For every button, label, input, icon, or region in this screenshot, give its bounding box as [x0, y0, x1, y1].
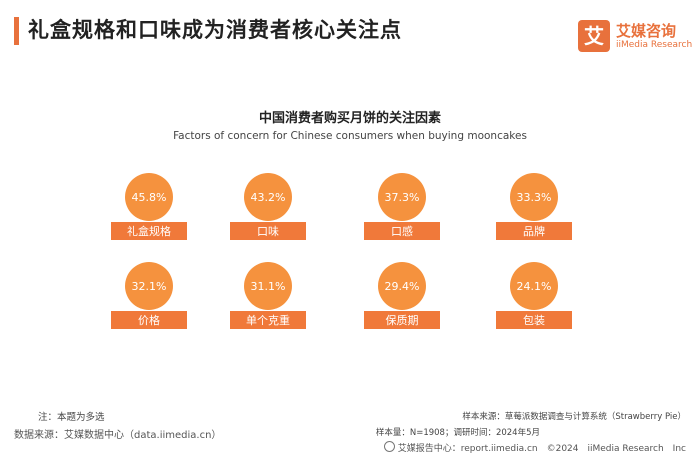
title-accent-bar	[14, 17, 19, 45]
category-label-box	[230, 222, 306, 240]
category-label: 口感	[391, 225, 413, 238]
category-label: 口味	[257, 225, 279, 238]
category-label: 保质期	[386, 313, 419, 327]
category-label-box	[496, 222, 572, 240]
value-label: 24.1%	[517, 280, 552, 293]
value-label: 37.3%	[385, 191, 420, 204]
sample-size: 样本量：N=1908；调研时间：2024年5月	[375, 428, 540, 438]
value-label: 31.1%	[251, 280, 286, 293]
globe-icon	[383, 441, 395, 452]
category-label: 礼盒规格	[127, 224, 171, 238]
factor-chart: 45.8% 礼盒规格 43.2% 口味 37.3% 口感 33.3% 品牌 32.1% 价格 31.…	[111, 173, 572, 329]
factor-circle	[244, 173, 292, 221]
sample-source: 样本来源：草莓派数据调查与计算系统（Strawberry Pie）	[462, 412, 686, 422]
category-label-box	[230, 311, 306, 329]
category-label: 品牌	[523, 224, 545, 238]
factor-circle	[510, 173, 558, 221]
factor-circle	[125, 262, 173, 310]
factor-circle	[510, 262, 558, 310]
category-label-box	[364, 311, 440, 329]
factor-circle	[378, 262, 426, 310]
factor-circle	[244, 262, 292, 310]
value-label: 45.8%	[132, 191, 167, 204]
category-label-box	[111, 311, 187, 329]
value-label: 43.2%	[251, 191, 286, 204]
logo-mark: 艾	[578, 20, 610, 52]
category-label: 单个克重	[246, 313, 290, 327]
factor-circle	[378, 173, 426, 221]
chart-title: 中国消费者购买月饼的关注因素	[258, 111, 441, 126]
category-label-box	[364, 222, 440, 240]
category-label-box	[496, 311, 572, 329]
chart-subtitle: Factors of concern for Chinese consumers…	[173, 130, 527, 142]
logo-name-en: iiMedia Research	[616, 40, 693, 50]
report-center-text: 艾媒报告中心：report.iimedia.cn ©2024 iiMedia R…	[397, 444, 686, 454]
value-label: 32.1%	[132, 280, 167, 293]
value-label: 33.3%	[517, 191, 552, 204]
factor-circle	[125, 173, 173, 221]
category-label-box	[111, 222, 187, 240]
multiple-choice-note: 注：本题为多选	[38, 412, 105, 423]
report-center: 艾媒报告中心：report.iimedia.cn ©2024 iiMedia R…	[383, 441, 686, 454]
data-source: 数据来源：艾媒数据中心（data.iimedia.cn）	[14, 430, 222, 441]
logo-name-cn: 艾媒咨询	[616, 22, 677, 40]
iimedia-logo: 艾 艾媒咨询 iiMedia Research	[578, 16, 693, 56]
page-title: 礼盒规格和口味成为消费者核心关注点	[28, 18, 402, 42]
category-label: 包装	[523, 314, 545, 327]
category-label: 价格	[138, 313, 160, 327]
value-label: 29.4%	[385, 280, 420, 293]
